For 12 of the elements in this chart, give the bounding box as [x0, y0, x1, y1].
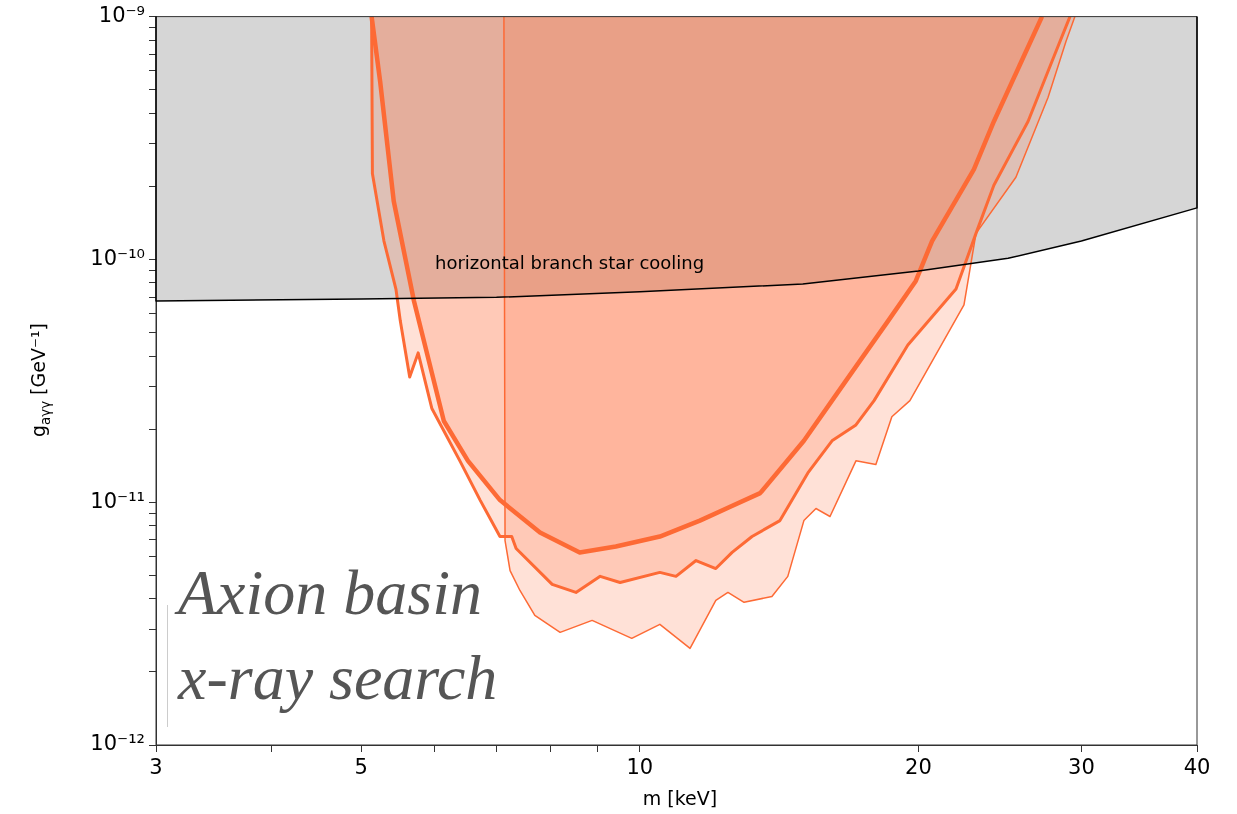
x-tick-label: 5 [354, 755, 368, 780]
annotation: horizontal branch star cooling [435, 251, 705, 273]
y-tick-label: 10⁻⁹ [98, 3, 145, 28]
x-tick-label: 30 [1068, 755, 1095, 780]
x-tick-label: 3 [149, 755, 163, 780]
y-tick-label: 10⁻¹⁰ [90, 245, 145, 270]
y-tick-label: 10⁻¹² [90, 731, 145, 756]
x-tick-label: 40 [1183, 755, 1211, 780]
x-tick-label: 20 [905, 755, 932, 780]
y-tick-label: 10⁻¹¹ [90, 488, 145, 513]
x-axis-title: m [keV] [642, 787, 718, 809]
x-tick-label: 10 [626, 755, 654, 780]
